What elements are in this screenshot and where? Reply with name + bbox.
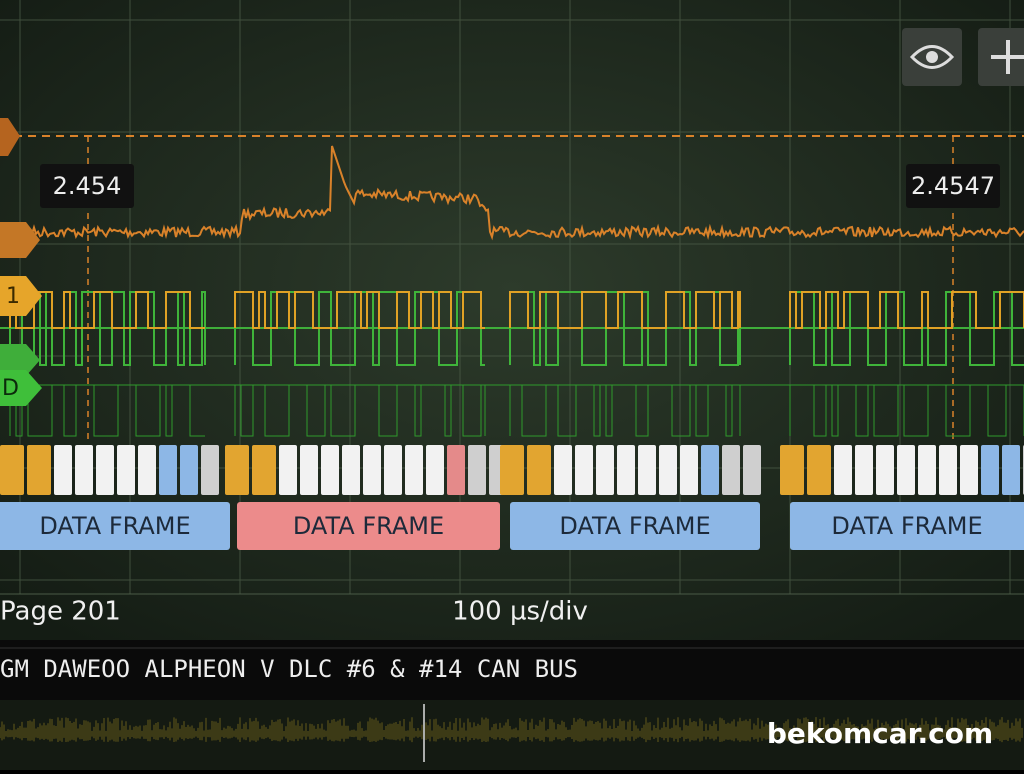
channel-tag: 1 — [6, 284, 20, 309]
byte-field — [876, 445, 894, 495]
byte-field — [897, 445, 915, 495]
byte-field — [939, 445, 957, 495]
cursor-value: 2.454 — [53, 172, 122, 200]
byte-field — [363, 445, 381, 495]
frame-box — [790, 502, 1024, 550]
overview-trace — [0, 717, 1023, 743]
channel-tag: D — [2, 376, 19, 401]
byte-field — [701, 445, 719, 495]
byte-field — [780, 445, 804, 495]
byte-field — [321, 445, 339, 495]
overview-trace — [0, 717, 1023, 743]
byte-field — [27, 445, 51, 495]
channel-marker — [0, 222, 40, 258]
byte-field — [722, 445, 740, 495]
byte-field — [680, 445, 698, 495]
byte-field — [201, 445, 219, 495]
eye-icon — [926, 51, 938, 63]
analog-trace — [0, 145, 1024, 241]
byte-field — [300, 445, 318, 495]
byte-field — [96, 445, 114, 495]
add-icon — [991, 40, 1024, 74]
byte-field — [138, 445, 156, 495]
timebase: 100 µs/div — [452, 597, 588, 627]
frame-label: DATA FRAME — [831, 512, 982, 540]
byte-field — [500, 445, 524, 495]
frame-box — [510, 502, 760, 550]
channel-marker — [0, 370, 42, 406]
byte-field — [447, 445, 465, 495]
byte-field — [159, 445, 177, 495]
traces — [0, 145, 1024, 437]
byte-field — [960, 445, 978, 495]
frame-label: DATA FRAME — [39, 512, 190, 540]
byte-field — [918, 445, 936, 495]
frame-box — [0, 502, 230, 550]
byte-field — [54, 445, 72, 495]
byte-field — [75, 445, 93, 495]
byte-field — [342, 445, 360, 495]
byte-field — [807, 445, 831, 495]
eye-icon — [909, 45, 955, 69]
byte-field — [659, 445, 677, 495]
byte-field — [225, 445, 249, 495]
capture-title: GM DAWEOO ALPHEON V DLC #6 & #14 CAN BUS — [0, 655, 578, 683]
frame-label: DATA FRAME — [559, 512, 710, 540]
byte-field — [596, 445, 614, 495]
digital-trace — [9, 291, 1024, 329]
watermark: bekomcar.com — [767, 717, 993, 750]
byte-field — [834, 445, 852, 495]
page-label: Page 201 — [0, 597, 121, 627]
frame-box — [237, 502, 500, 550]
byte-field — [426, 445, 444, 495]
byte-field — [554, 445, 572, 495]
byte-field — [252, 445, 276, 495]
byte-fields — [0, 445, 1024, 495]
trigger-marker — [0, 118, 20, 156]
cursor-readout — [40, 164, 134, 208]
byte-field — [405, 445, 423, 495]
byte-field — [180, 445, 198, 495]
byte-field — [468, 445, 486, 495]
title-bar — [0, 640, 1024, 700]
byte-field — [527, 445, 551, 495]
byte-field — [279, 445, 297, 495]
frame-label: DATA FRAME — [293, 512, 444, 540]
byte-field — [743, 445, 761, 495]
byte-field — [617, 445, 635, 495]
byte-field — [855, 445, 873, 495]
cursor-value: 2.4547 — [911, 172, 995, 200]
byte-field — [0, 445, 24, 495]
byte-field — [981, 445, 999, 495]
byte-field — [575, 445, 593, 495]
cursor-readout — [906, 164, 1000, 208]
frame-labels: DATA FRAME DATA FRAME DATA FRAME DATA FRAME — [0, 502, 1024, 550]
byte-field — [1002, 445, 1020, 495]
channel-marker — [0, 276, 42, 316]
byte-field — [384, 445, 402, 495]
channel-marker — [0, 344, 40, 376]
byte-field — [638, 445, 656, 495]
byte-field — [117, 445, 135, 495]
